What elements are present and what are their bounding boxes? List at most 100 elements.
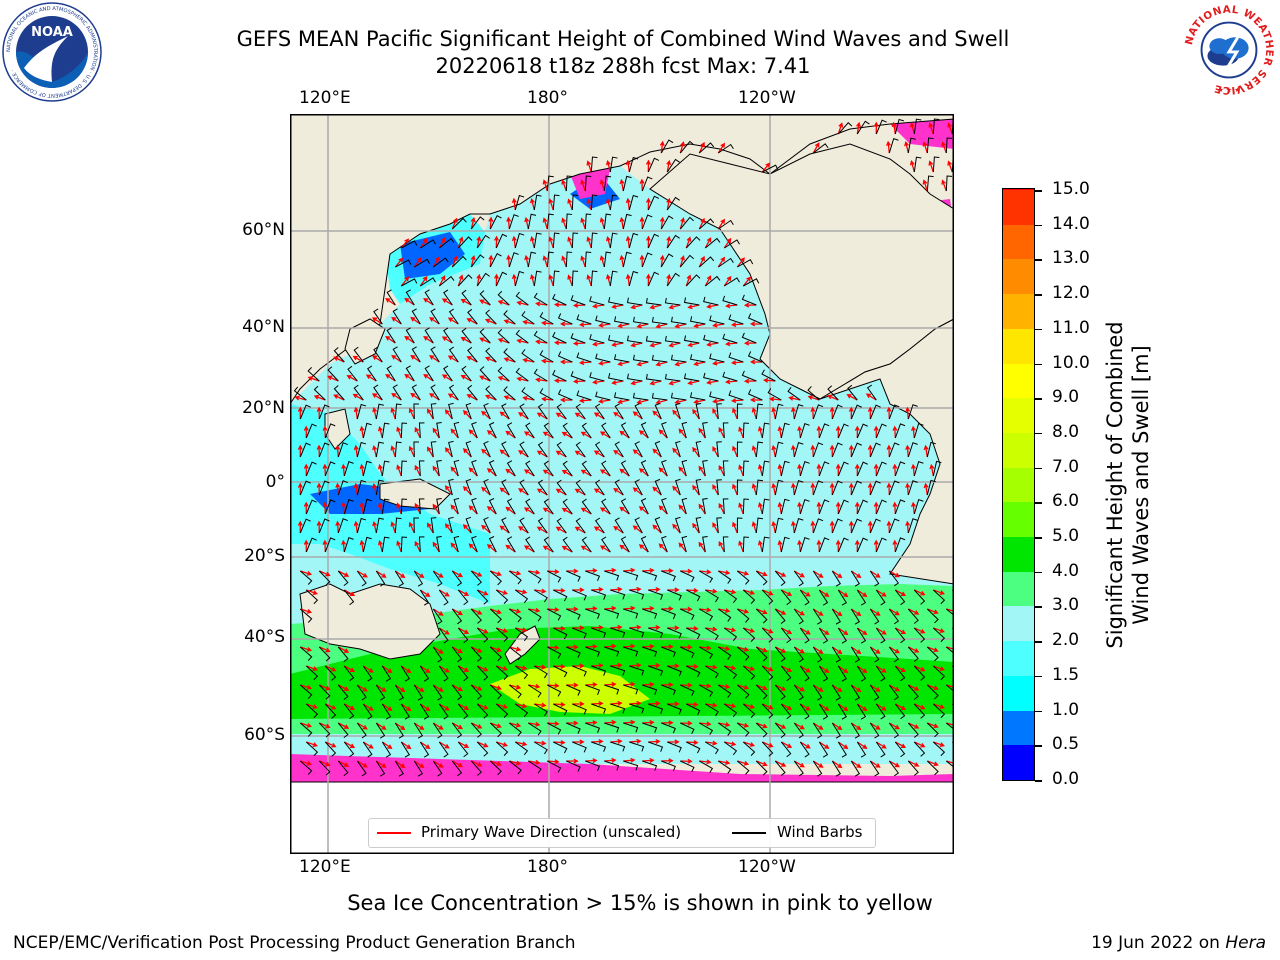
wave-arrow <box>661 568 674 574</box>
wave-arrow <box>818 665 830 673</box>
wave-arrow <box>737 570 750 576</box>
wave-arrow <box>365 374 377 382</box>
wave-arrow <box>335 482 341 496</box>
lat-label-40s: 40°S <box>244 627 285 647</box>
wave-arrow <box>848 444 854 458</box>
wind-barb <box>525 422 535 439</box>
wave-arrow <box>481 410 491 420</box>
wave-arrow <box>738 502 744 515</box>
wind-barb <box>373 346 383 363</box>
wave-arrow <box>613 525 624 534</box>
wind-barb <box>413 403 419 420</box>
wave-arrow <box>680 644 693 650</box>
wind-barb <box>761 627 774 643</box>
wind-barb <box>716 403 722 420</box>
wave-arrow <box>496 627 509 633</box>
wave-arrow <box>586 236 592 249</box>
wave-arrow <box>438 741 450 749</box>
wind-barb <box>799 589 810 606</box>
wave-arrow <box>629 738 642 744</box>
wind-barb <box>375 479 384 496</box>
wind-barb <box>620 498 630 515</box>
wind-barb <box>628 232 639 249</box>
wind-barb <box>594 403 605 420</box>
wind-barb <box>799 741 810 758</box>
wind-barb <box>761 422 770 439</box>
wave-arrow <box>613 487 624 496</box>
wave-arrow <box>922 179 928 192</box>
wave-arrow <box>511 197 517 211</box>
colorbar-segment <box>1003 327 1034 364</box>
wind-barb <box>515 291 529 306</box>
wave-arrow <box>837 665 849 674</box>
wind-barb <box>623 760 639 771</box>
wave-arrow <box>613 411 624 420</box>
wave-arrow <box>306 703 318 709</box>
wind-barb <box>640 460 649 477</box>
wind-barb <box>471 535 478 553</box>
wave-direction-arrows <box>294 121 954 769</box>
ocean-yellow-core <box>490 666 650 714</box>
wind-barb <box>575 403 586 420</box>
wave-arrow <box>432 465 440 477</box>
wind-barb <box>419 741 430 758</box>
wind-barb <box>394 722 404 739</box>
colorbar-tick-label: 3.0 <box>1052 595 1080 616</box>
wind-barb <box>436 498 442 515</box>
wave-arrow <box>344 703 356 710</box>
wave-arrow <box>674 361 687 367</box>
wave-arrow <box>667 701 680 707</box>
wave-arrow <box>674 399 687 405</box>
wave-arrow <box>413 760 425 769</box>
wave-arrow <box>319 646 331 653</box>
wind-barb <box>623 684 639 695</box>
wind-barb <box>850 404 862 420</box>
wind-barb <box>686 589 701 602</box>
wave-arrow <box>630 304 643 310</box>
wind-barb <box>533 270 542 287</box>
wave-arrow <box>375 722 387 730</box>
wind-barb <box>400 665 410 682</box>
wind-barb <box>570 295 586 306</box>
wave-arrow <box>645 273 651 287</box>
wave-arrow <box>599 255 605 268</box>
wave-arrow <box>391 354 402 363</box>
wave-arrow <box>400 665 412 674</box>
wind-barb <box>489 570 502 586</box>
wave-arrow <box>353 444 359 458</box>
wind-barb <box>453 459 460 477</box>
wind-barb <box>661 760 676 772</box>
wind-barb <box>913 703 926 719</box>
wave-arrow <box>717 142 725 154</box>
wind-barb <box>812 608 823 625</box>
wind-barb <box>869 570 880 587</box>
wind-barb <box>553 627 568 640</box>
wind-barb <box>305 741 319 757</box>
wind-barb <box>827 385 839 401</box>
wind-barb <box>375 684 386 701</box>
wave-arrow <box>427 522 434 534</box>
wind-barb <box>755 403 764 420</box>
wave-arrow <box>693 323 706 329</box>
wave-arrow <box>666 235 672 249</box>
wind-barb <box>556 441 567 458</box>
wind-barb <box>869 646 880 663</box>
wind-barb <box>675 402 681 420</box>
wind-barb <box>515 627 529 642</box>
wave-arrow <box>908 684 920 691</box>
wave-arrow <box>444 447 453 458</box>
wave-arrow <box>394 257 404 268</box>
wind-barb <box>831 518 843 534</box>
wave-arrow <box>481 486 491 496</box>
wind-barb <box>343 537 354 553</box>
wave-arrow <box>476 235 482 249</box>
wind-barb <box>837 461 849 477</box>
wave-arrow <box>929 463 935 477</box>
wind-barb <box>324 741 337 757</box>
wave-arrow <box>699 721 712 727</box>
wave-arrow <box>414 426 421 439</box>
sea-ice-note: Sea Ice Concentration > 15% is shown in … <box>347 891 933 915</box>
wind-barb <box>497 366 510 382</box>
wind-barb <box>793 403 804 420</box>
wind-barb <box>610 589 626 600</box>
